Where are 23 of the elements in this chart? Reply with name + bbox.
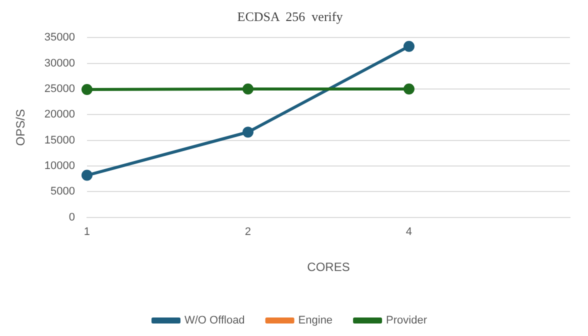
- legend-label: Engine: [298, 314, 333, 327]
- legend-label: W/O Offload: [184, 314, 245, 327]
- x-tick-label: 2: [244, 226, 252, 238]
- y-tick-label: 5000: [50, 186, 75, 198]
- point: [81, 170, 92, 181]
- point: [403, 83, 414, 94]
- x-axis-title: CORES: [307, 260, 350, 274]
- y-tick-label: 30000: [44, 57, 75, 70]
- point: [403, 40, 414, 52]
- y-tick-label: 15000: [44, 134, 75, 146]
- point: [81, 84, 92, 95]
- legend-label: Provider: [386, 314, 428, 327]
- point: [242, 126, 254, 138]
- y-tick-label: 20000: [44, 108, 75, 121]
- point: [242, 83, 254, 94]
- y-tick-label: 35000: [44, 32, 75, 44]
- y-axis-title: OPS/S: [14, 109, 28, 146]
- y-tick-label: 0: [68, 211, 75, 224]
- x-tick-label: 1: [84, 226, 90, 238]
- chart-title: ECDSA 256 verify: [237, 9, 344, 24]
- y-tick-label: 10000: [44, 160, 75, 172]
- x-tick-label: 4: [406, 226, 412, 238]
- y-tick-label: 25000: [44, 83, 75, 96]
